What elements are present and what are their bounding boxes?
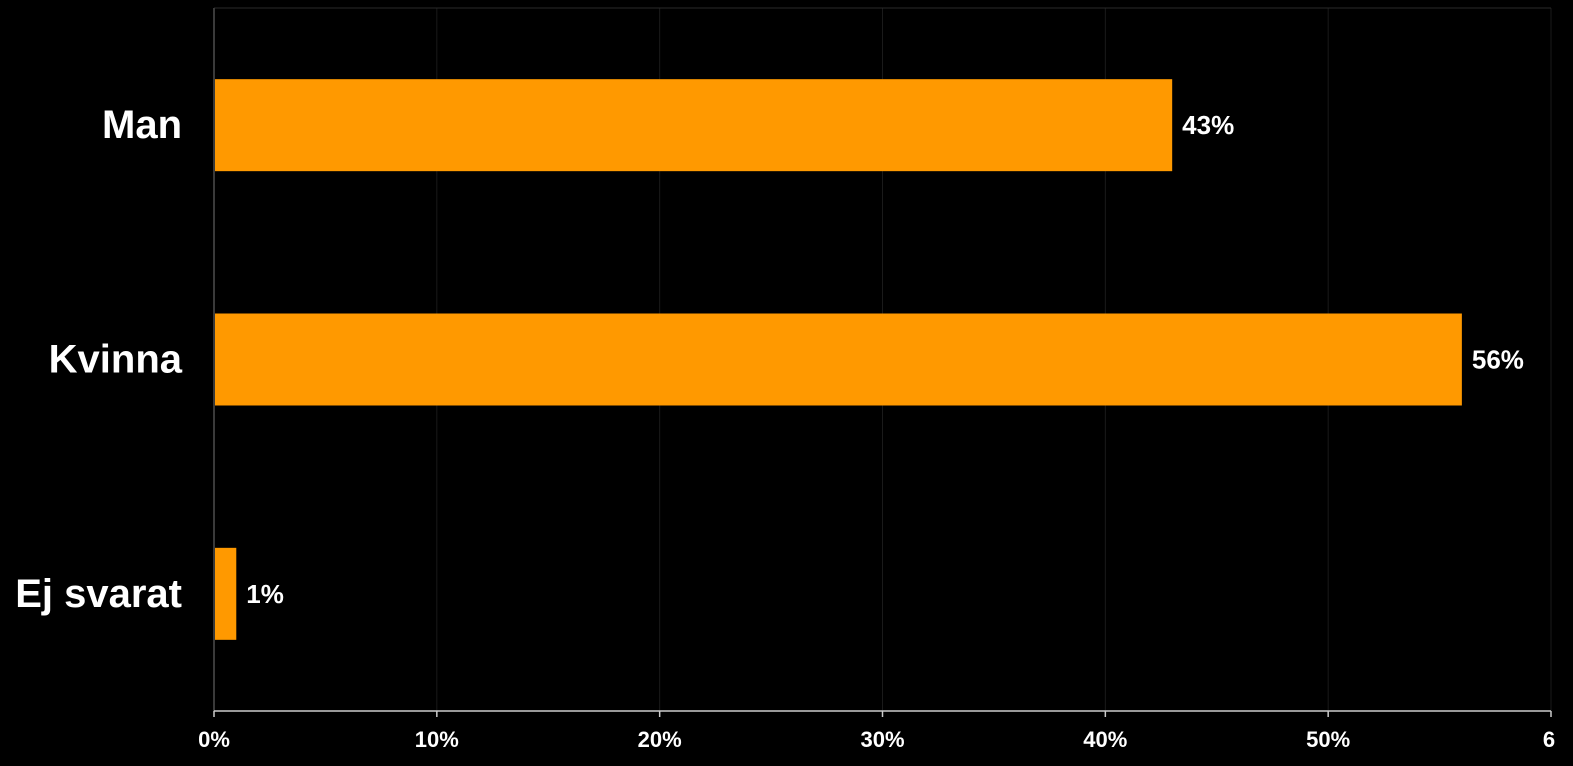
x-tick-label: 10% [415, 727, 459, 752]
axes [213, 8, 1552, 717]
labels: Man 43% Kvinna 56% Ej svarat 1% 0% 10% 20% 30% 40%… [15, 103, 1555, 752]
x-tick-label: 6 [1543, 727, 1555, 752]
bar-kvinna [214, 313, 1462, 406]
x-tick-label: 50% [1306, 727, 1350, 752]
bar-ej-svarat [214, 547, 237, 640]
category-label: Man [102, 103, 182, 147]
x-tick-label: 30% [860, 727, 904, 752]
category-label: Kvinna [49, 338, 183, 382]
data-label: 43% [1182, 110, 1234, 140]
bar-man [214, 79, 1173, 172]
data-label: 1% [246, 579, 284, 609]
category-label: Ej svarat [15, 572, 182, 616]
data-label: 56% [1472, 345, 1524, 375]
x-tick-label: 20% [638, 727, 682, 752]
bars [214, 79, 1462, 640]
x-tick-label: 40% [1083, 727, 1127, 752]
x-tick-label: 0% [198, 727, 230, 752]
